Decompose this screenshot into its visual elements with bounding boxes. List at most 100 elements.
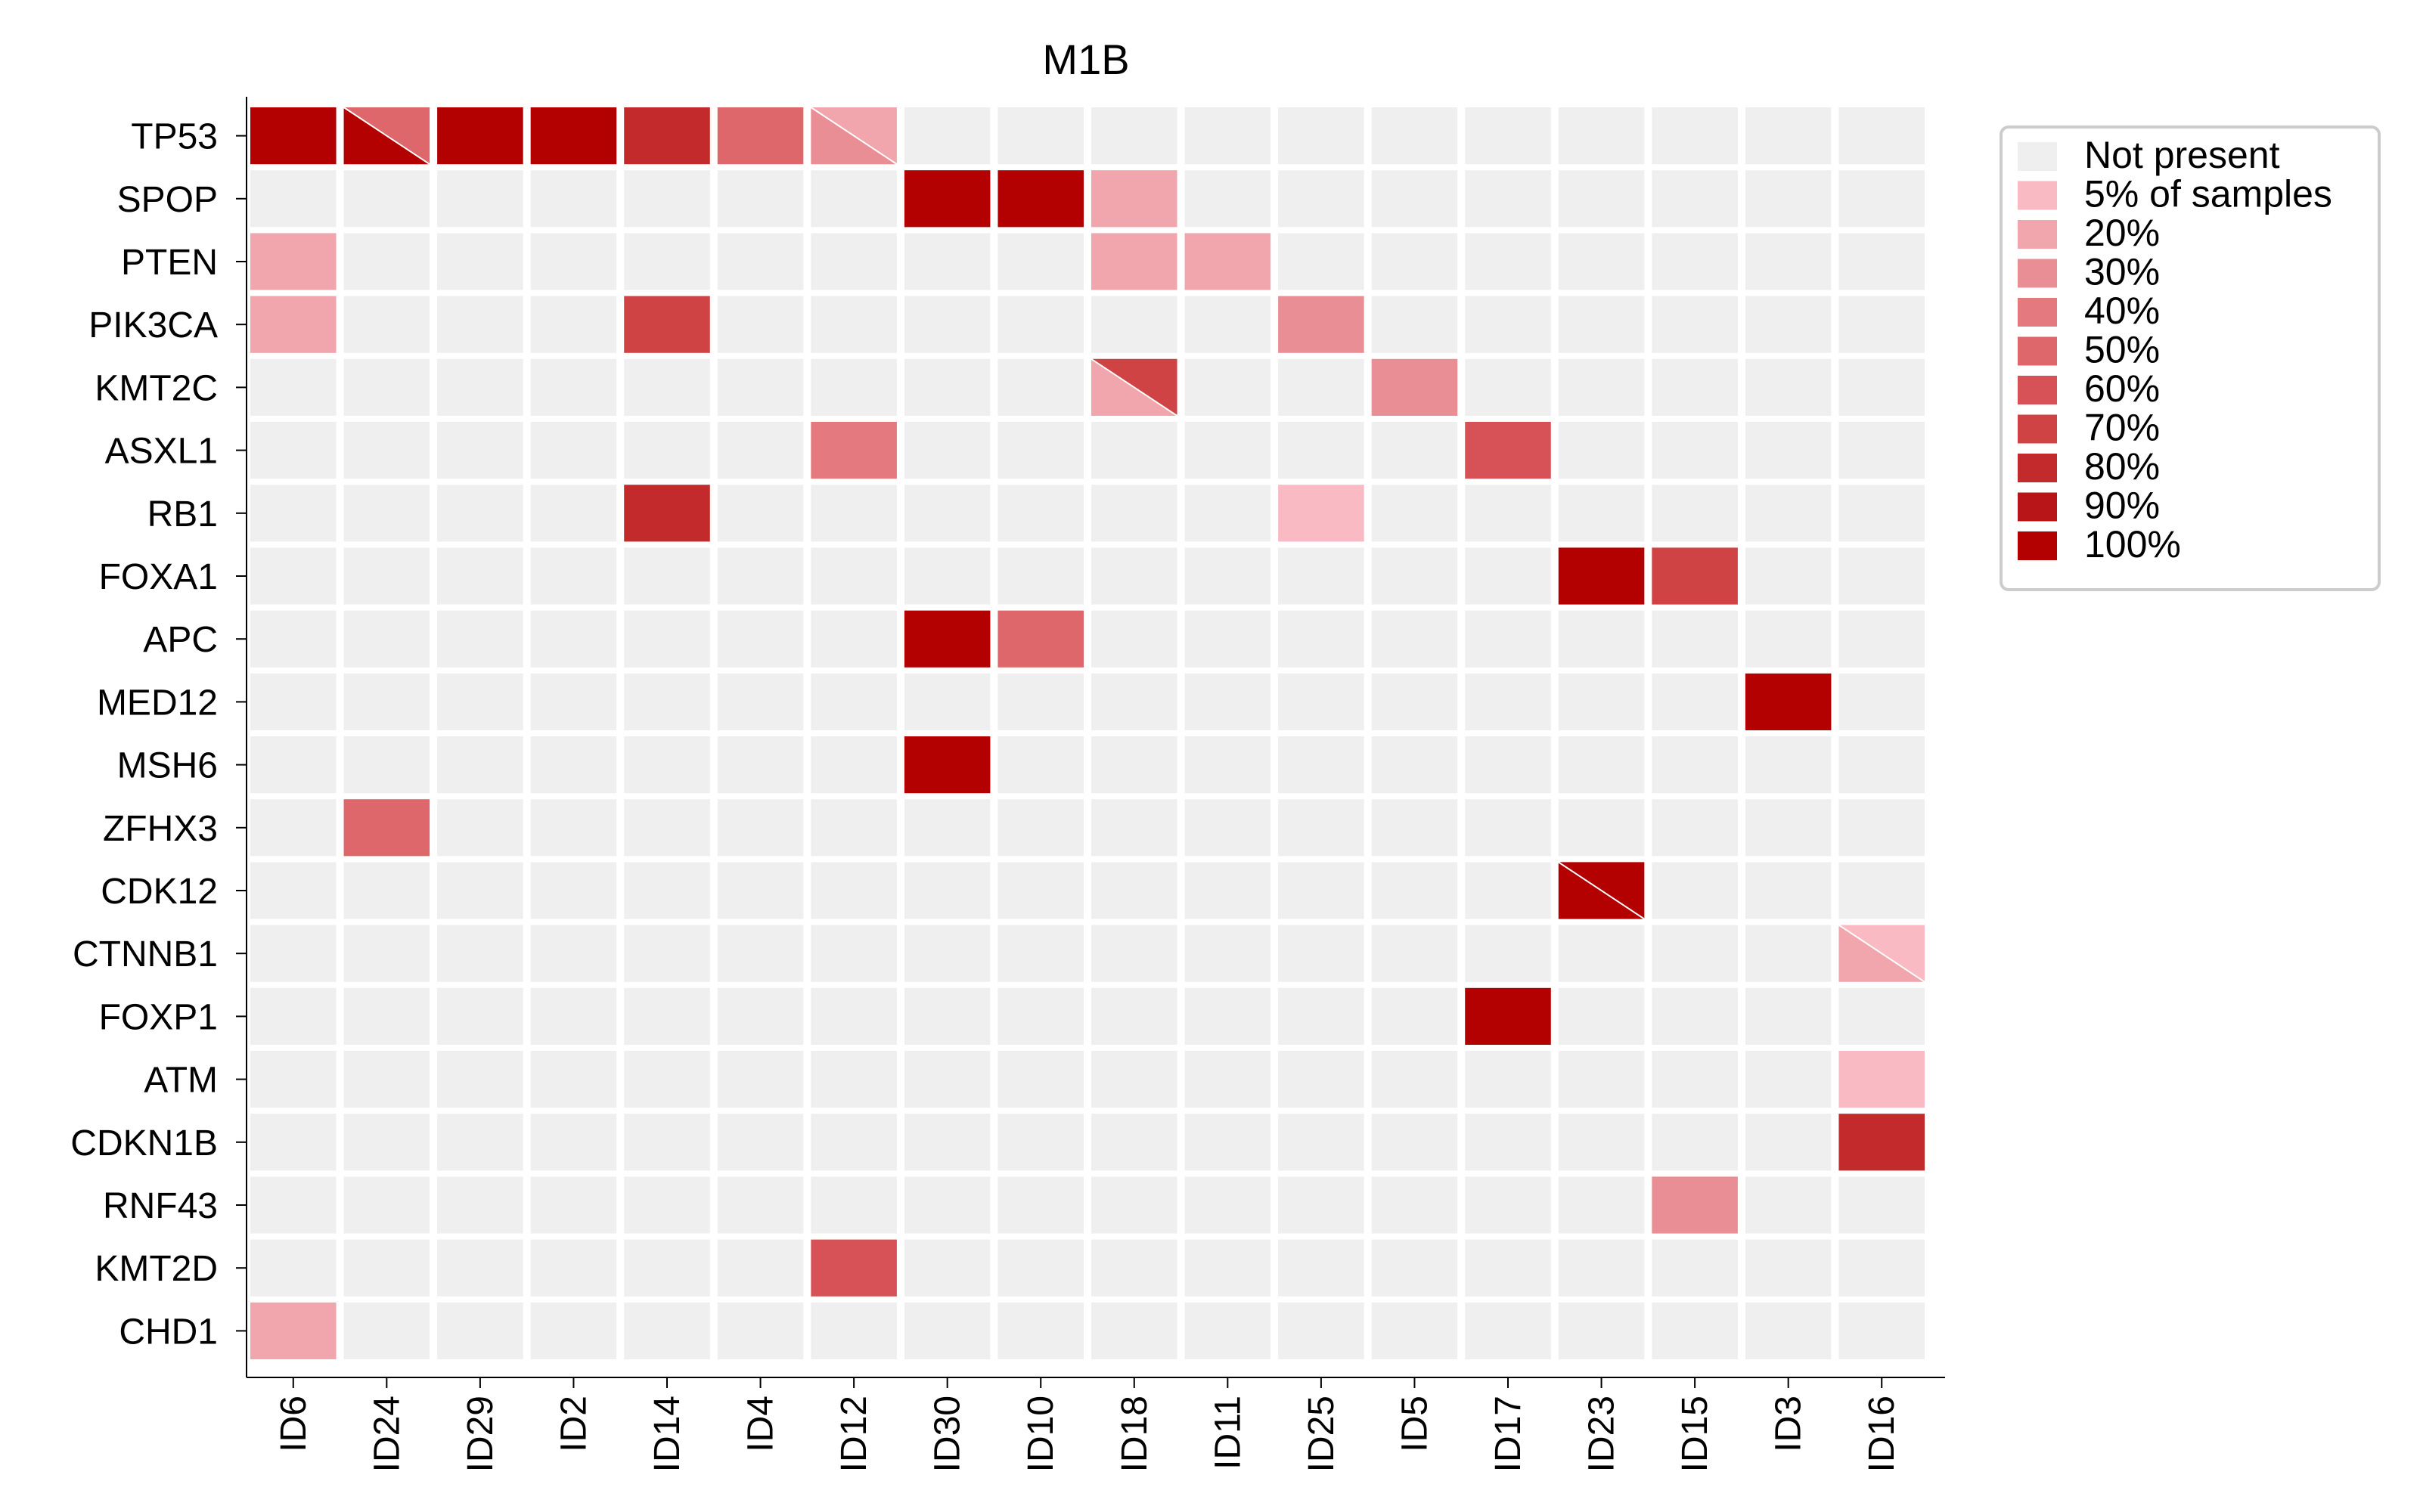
cell-chd1-id15 bbox=[1652, 1302, 1738, 1359]
cell-chd1-id4 bbox=[717, 1302, 804, 1359]
cell-atm-id14 bbox=[624, 1051, 710, 1108]
x-tick-label-id23: ID23 bbox=[1582, 1396, 1622, 1472]
legend-label-not-present: Not present bbox=[2084, 134, 2280, 176]
cell-cdkn1b-id23 bbox=[1558, 1114, 1645, 1171]
cell-pten-id25 bbox=[1278, 233, 1364, 290]
cell-msh6-id6 bbox=[250, 736, 337, 794]
cell-cdkn1b-id17 bbox=[1465, 1114, 1551, 1171]
cell-pten-id11 bbox=[1184, 233, 1271, 290]
cell-tp53-id11 bbox=[1184, 107, 1271, 165]
cell-atm-id12 bbox=[811, 1051, 897, 1108]
cell-rb1-id14 bbox=[624, 485, 710, 542]
cell-chd1-id16 bbox=[1838, 1302, 1925, 1359]
y-tick-label-cdkn1b: CDKN1B bbox=[70, 1123, 218, 1163]
cell-spop-id12 bbox=[811, 170, 897, 228]
cell-pten-id4 bbox=[717, 233, 804, 290]
cell-apc-id17 bbox=[1465, 610, 1551, 668]
cell-pten-id23 bbox=[1558, 233, 1645, 290]
cell-atm-id5 bbox=[1371, 1051, 1458, 1108]
cell-atm-id6 bbox=[250, 1051, 337, 1108]
cell-tp53-id12-divider bbox=[810, 107, 898, 166]
cell-kmt2c-id30 bbox=[904, 358, 991, 416]
cell-rnf43-id10 bbox=[997, 1176, 1084, 1234]
cell-spop-id6 bbox=[250, 170, 337, 228]
cell-ctnnb1-id5 bbox=[1371, 925, 1458, 982]
cell-rnf43-id23 bbox=[1558, 1176, 1645, 1234]
cell-spop-id2 bbox=[530, 170, 617, 228]
cell-spop-id24 bbox=[343, 170, 430, 228]
chart-title: M1B bbox=[1042, 36, 1129, 83]
cell-atm-id16 bbox=[1838, 1051, 1925, 1108]
cell-kmt2c-id16 bbox=[1838, 358, 1925, 416]
cell-msh6-id10 bbox=[997, 736, 1084, 794]
y-tick-label-msh6: MSH6 bbox=[117, 746, 218, 786]
cell-rb1-id3 bbox=[1745, 485, 1832, 542]
cell-zfhx3-id25 bbox=[1278, 799, 1364, 857]
cell-zfhx3-id12 bbox=[811, 799, 897, 857]
cell-pik3ca-id6 bbox=[250, 296, 337, 353]
cell-foxp1-id3 bbox=[1745, 987, 1832, 1045]
cell-asxl1-id17 bbox=[1465, 422, 1551, 479]
cell-kmt2c-id23 bbox=[1558, 358, 1645, 416]
cell-tp53-id23 bbox=[1558, 107, 1645, 165]
cell-chd1-id6 bbox=[250, 1302, 337, 1359]
cell-rb1-id25 bbox=[1278, 485, 1364, 542]
cell-foxa1-id3 bbox=[1745, 547, 1832, 605]
cell-cdkn1b-id25 bbox=[1278, 1114, 1364, 1171]
legend-swatch-50 bbox=[2018, 336, 2057, 366]
cell-asxl1-id12 bbox=[811, 422, 897, 479]
cell-foxa1-id14 bbox=[624, 547, 710, 605]
cell-kmt2d-id25 bbox=[1278, 1239, 1364, 1297]
cell-tp53-id16 bbox=[1838, 107, 1925, 165]
cell-med12-id29 bbox=[437, 673, 523, 730]
cell-cdk12-id11 bbox=[1184, 862, 1271, 919]
cell-asxl1-id11 bbox=[1184, 422, 1271, 479]
cell-atm-id30 bbox=[904, 1051, 991, 1108]
cell-kmt2c-id17 bbox=[1465, 358, 1551, 416]
cell-asxl1-id23 bbox=[1558, 422, 1645, 479]
cell-zfhx3-id17 bbox=[1465, 799, 1551, 857]
cell-pik3ca-id15 bbox=[1652, 296, 1738, 353]
cell-cdkn1b-id2 bbox=[530, 1114, 617, 1171]
cell-pik3ca-id16 bbox=[1838, 296, 1925, 353]
cell-kmt2c-id15 bbox=[1652, 358, 1738, 416]
legend-label-30: 30% bbox=[2084, 251, 2160, 293]
cell-apc-id3 bbox=[1745, 610, 1832, 668]
cell-kmt2d-id15 bbox=[1652, 1239, 1738, 1297]
cell-cdk12-id6 bbox=[250, 862, 337, 919]
cell-pik3ca-id5 bbox=[1371, 296, 1458, 353]
cell-chd1-id14 bbox=[624, 1302, 710, 1359]
cell-cdkn1b-id3 bbox=[1745, 1114, 1832, 1171]
cell-zfhx3-id10 bbox=[997, 799, 1084, 857]
cell-foxp1-id23 bbox=[1558, 987, 1645, 1045]
cell-zfhx3-id2 bbox=[530, 799, 617, 857]
cell-kmt2c-id25 bbox=[1278, 358, 1364, 416]
cell-zfhx3-id3 bbox=[1745, 799, 1832, 857]
cell-atm-id17 bbox=[1465, 1051, 1551, 1108]
cell-msh6-id15 bbox=[1652, 736, 1738, 794]
cell-rnf43-id4 bbox=[717, 1176, 804, 1234]
legend-label-90: 90% bbox=[2084, 485, 2160, 527]
cell-kmt2c-id24 bbox=[343, 358, 430, 416]
axes bbox=[236, 97, 1945, 1388]
cell-kmt2d-id10 bbox=[997, 1239, 1084, 1297]
cell-foxp1-id12 bbox=[811, 987, 897, 1045]
cell-asxl1-id15 bbox=[1652, 422, 1738, 479]
x-tick-label-id5: ID5 bbox=[1395, 1396, 1435, 1452]
cell-pik3ca-id29 bbox=[437, 296, 523, 353]
cell-chd1-id11 bbox=[1184, 1302, 1271, 1359]
cell-cdk12-id17 bbox=[1465, 862, 1551, 919]
cell-foxp1-id29 bbox=[437, 987, 523, 1045]
y-tick-label-kmt2d: KMT2D bbox=[95, 1249, 218, 1289]
cell-atm-id29 bbox=[437, 1051, 523, 1108]
legend-swatch-5-of-samples bbox=[2018, 181, 2057, 210]
cell-pten-id2 bbox=[530, 233, 617, 290]
cell-pik3ca-id17 bbox=[1465, 296, 1551, 353]
cell-med12-id25 bbox=[1278, 673, 1364, 730]
cell-kmt2c-id18 bbox=[1091, 358, 1178, 417]
y-tick-label-tp53: TP53 bbox=[131, 117, 218, 157]
cell-zfhx3-id14 bbox=[624, 799, 710, 857]
cell-tp53-id24-divider bbox=[343, 107, 430, 166]
cell-foxa1-id11 bbox=[1184, 547, 1271, 605]
